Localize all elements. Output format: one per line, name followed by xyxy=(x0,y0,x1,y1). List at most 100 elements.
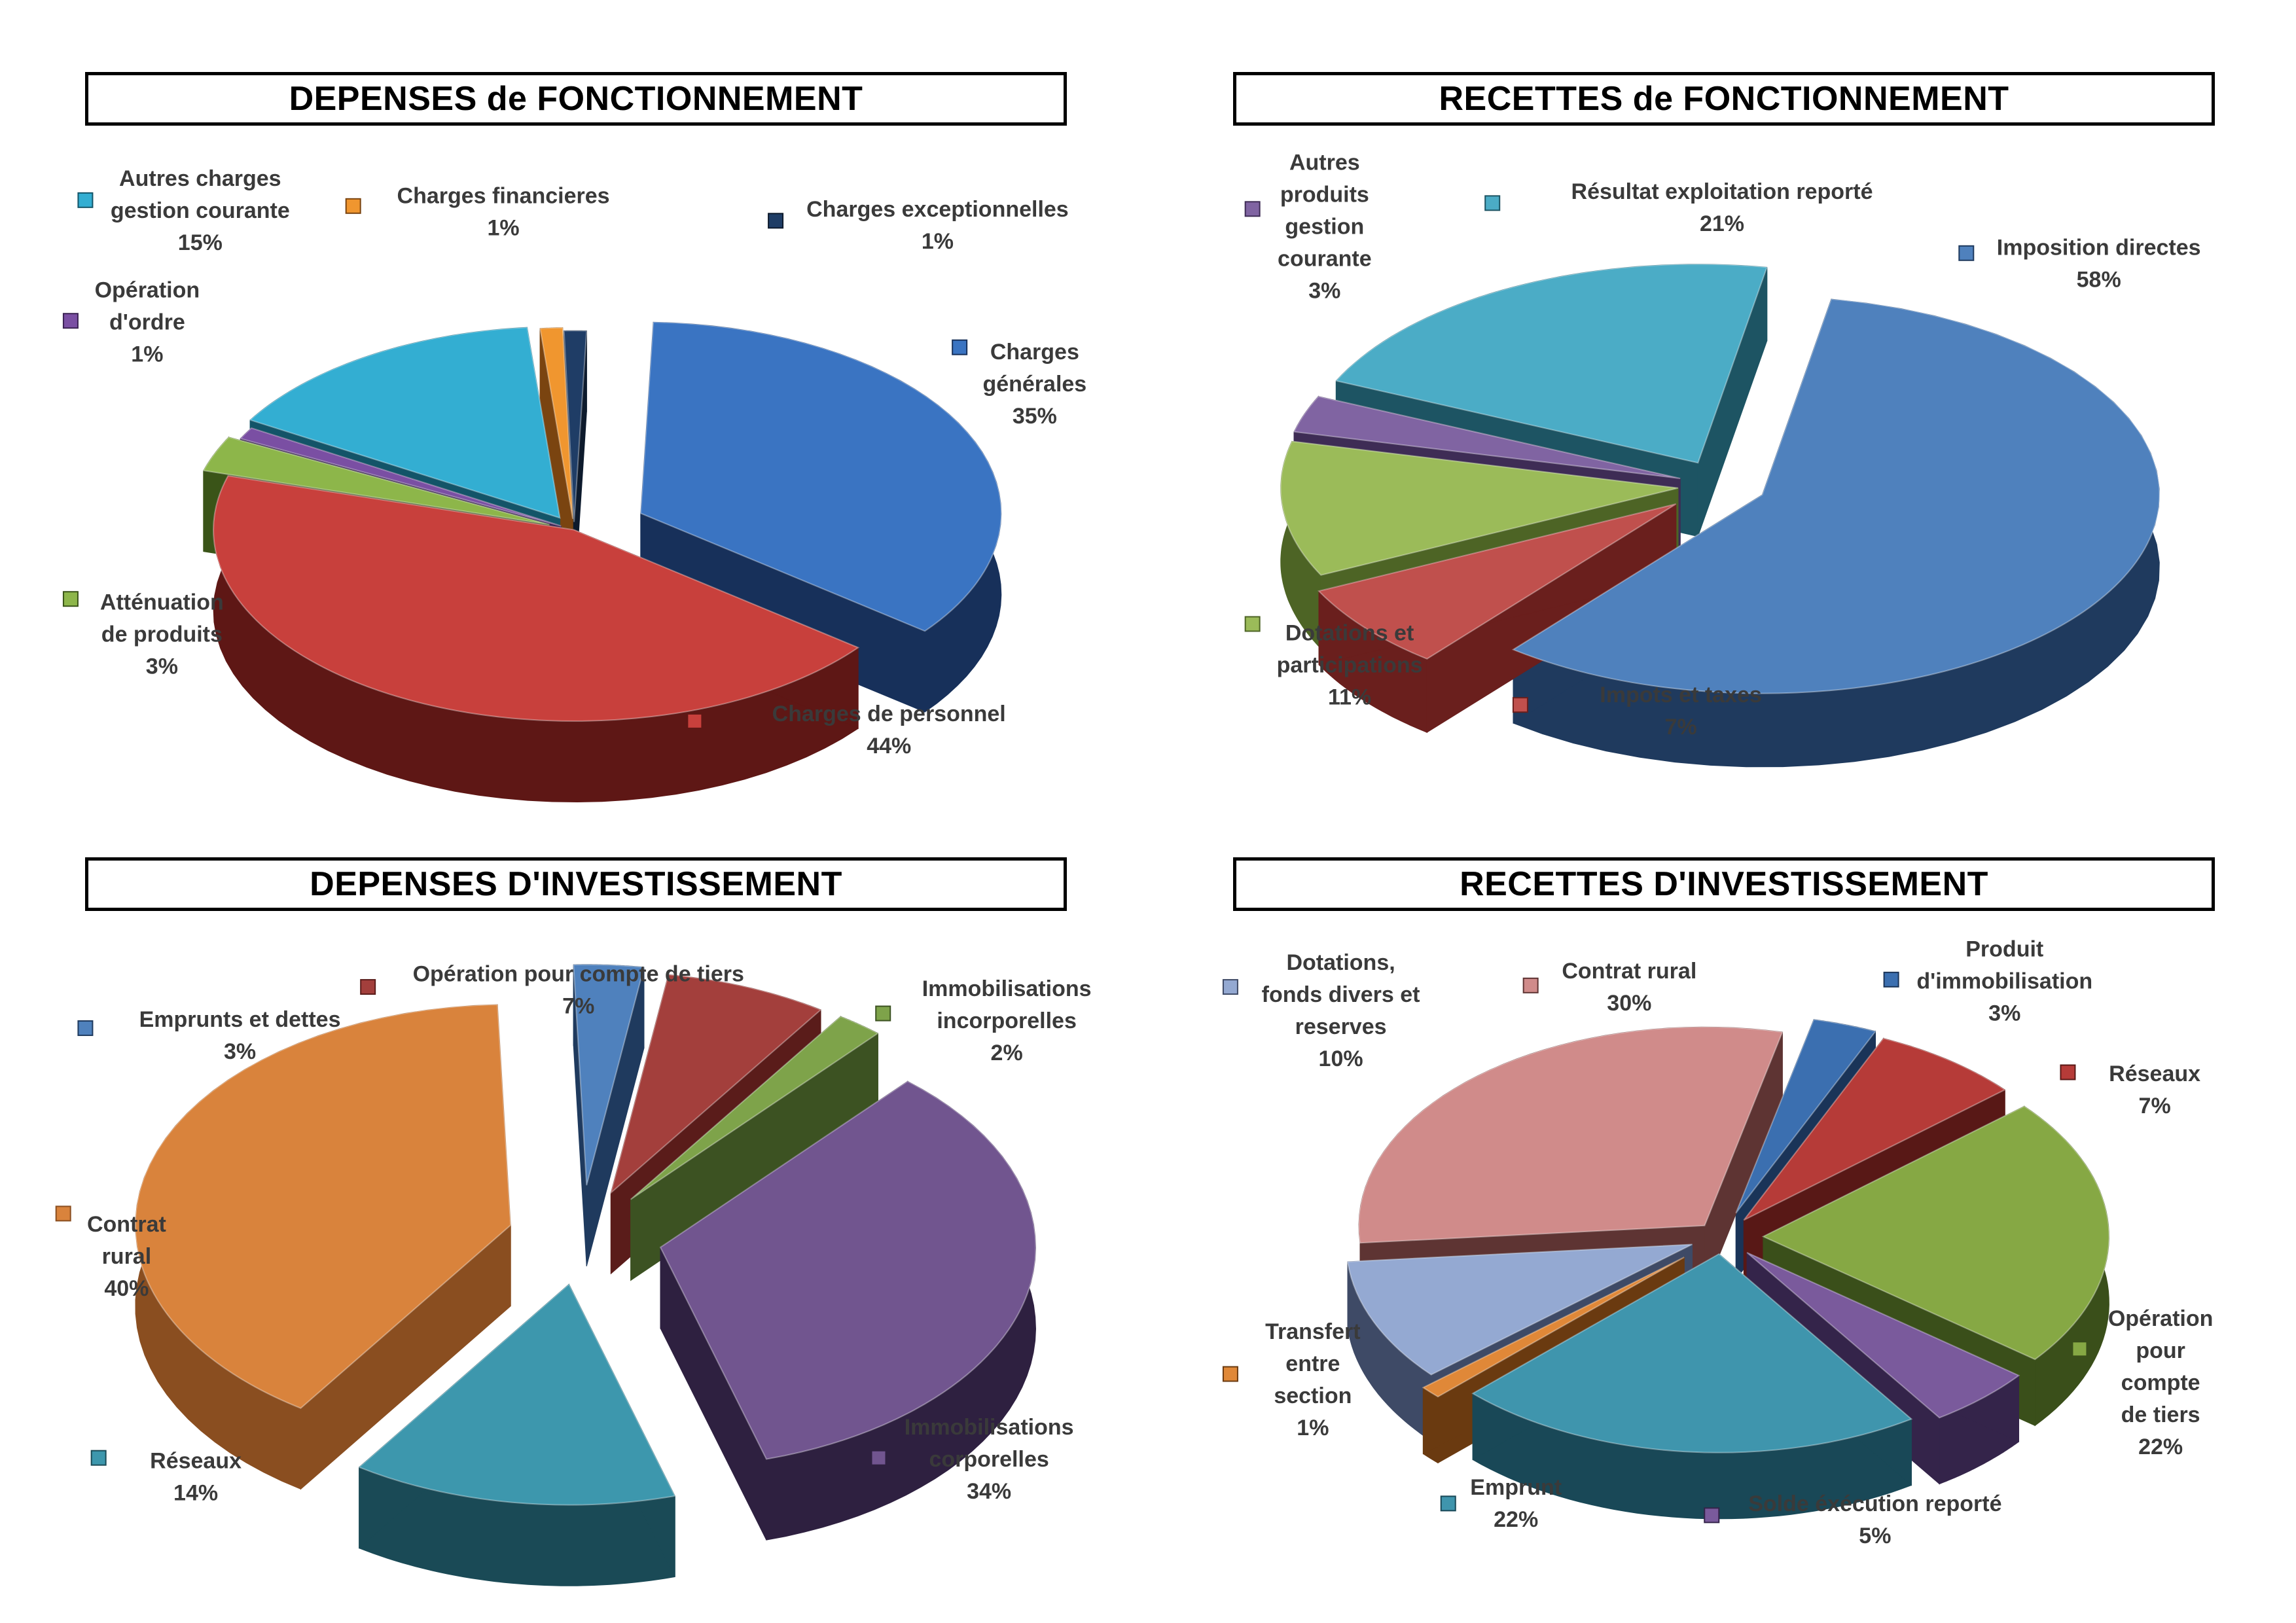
slice-category-label: corporelles xyxy=(929,1447,1049,1472)
slice-category-label: Réseaux xyxy=(2109,1061,2200,1086)
slice-category-label: incorporelles xyxy=(937,1008,1077,1033)
slice-category-label: générales xyxy=(982,372,1086,397)
slice-percent-label: 40% xyxy=(104,1276,149,1301)
slice-category-label: entre xyxy=(1285,1351,1340,1376)
slice-category-label: Charges de personnel xyxy=(772,702,1006,726)
legend-marker xyxy=(1522,977,1539,993)
slice-percent-label: 7% xyxy=(2139,1094,2171,1118)
slice-percent-label: 22% xyxy=(1494,1507,1538,1532)
pie-slice xyxy=(1735,1018,1877,1214)
slice-percent-label: 15% xyxy=(178,230,223,255)
slice-percent-label: 34% xyxy=(967,1479,1011,1504)
slice-percent-label: 30% xyxy=(1607,991,1651,1016)
pie-slice xyxy=(1746,1252,2020,1419)
pie-top-layer xyxy=(202,321,1002,722)
pie-top-layer xyxy=(134,963,1037,1506)
pie-top-layer xyxy=(1280,263,2161,694)
chart-title: DEPENSES de FONCTIONNEMENT xyxy=(289,80,863,118)
slice-category-label: courante xyxy=(1278,247,1372,272)
slice-category-label: Impots et taxes xyxy=(1600,683,1762,707)
legend-marker xyxy=(2072,1341,2088,1357)
legend-marker xyxy=(62,313,79,329)
legend-marker xyxy=(345,198,361,214)
pie-slice xyxy=(1511,298,2161,694)
slice-percent-label: 3% xyxy=(224,1039,256,1064)
chart-title-box: RECETTES D'INVESTISSEMENT xyxy=(1233,857,2215,911)
legend-marker xyxy=(90,1450,107,1466)
legend-marker xyxy=(2060,1064,2076,1080)
legend-marker xyxy=(1704,1507,1720,1524)
slice-category-label: Transfert xyxy=(1265,1319,1361,1344)
chart-panel-depenses-investissement: DEPENSES D'INVESTISSEMENT Emprunts et de… xyxy=(0,785,1148,1597)
legend-marker xyxy=(952,339,968,355)
chart-title: RECETTES D'INVESTISSEMENT xyxy=(1460,865,1988,903)
slice-percent-label: 1% xyxy=(131,342,163,367)
legend-marker xyxy=(1244,201,1261,217)
slice-category-label: pour xyxy=(2136,1338,2185,1363)
slice-category-label: compte xyxy=(2121,1370,2200,1395)
chart-title: RECETTES de FONCTIONNEMENT xyxy=(1439,80,2009,118)
slice-percent-label: 1% xyxy=(487,216,519,241)
pie-top-layer xyxy=(1346,1018,2110,1454)
slice-percent-label: 5% xyxy=(1859,1524,1891,1548)
pie-slice xyxy=(1761,1105,2110,1361)
slice-category-label: Opération xyxy=(2108,1306,2214,1331)
pie-slice xyxy=(357,1283,676,1506)
legend-marker xyxy=(1244,616,1261,632)
slice-category-label: fonds divers et xyxy=(1262,982,1420,1007)
slice-percent-label: 21% xyxy=(1700,211,1744,236)
slice-percent-label: 58% xyxy=(2077,267,2121,292)
slice-category-label: Contrat rural xyxy=(1562,959,1696,984)
pie-slice xyxy=(1358,1026,1784,1244)
slice-percent-label: 11% xyxy=(1328,685,1371,710)
legend-marker xyxy=(55,1205,71,1222)
slice-category-label: Autres charges xyxy=(119,166,281,191)
slice-percent-label: 3% xyxy=(1988,1001,2020,1026)
slice-category-label: Contrat xyxy=(87,1212,166,1237)
slice-category-label: Immobilisations xyxy=(905,1415,1074,1440)
legend-marker xyxy=(360,979,376,995)
pie-slice xyxy=(1471,1253,1913,1454)
pie-slice xyxy=(1743,1037,2007,1221)
slice-percent-label: 3% xyxy=(1308,279,1340,304)
slice-category-label: Autres xyxy=(1289,151,1360,175)
slice-percent-label: 2% xyxy=(991,1041,1023,1065)
pie-slice xyxy=(1335,263,1768,464)
pie-slice xyxy=(609,974,822,1195)
slice-percent-label: 7% xyxy=(1664,715,1696,740)
pie-slice xyxy=(630,1015,880,1200)
slice-category-label: de tiers xyxy=(2121,1402,2200,1427)
legend-marker xyxy=(1883,971,1899,988)
pie-slice xyxy=(1422,1257,1685,1398)
chart-title: DEPENSES D'INVESTISSEMENT xyxy=(310,865,842,903)
slice-category-label: de produits xyxy=(101,622,223,647)
slice-percent-label: 1% xyxy=(1297,1416,1329,1440)
slice-category-label: Charges financieres xyxy=(397,184,610,209)
pie-chart: Imposition directes 58% Impots et taxes 7% D… xyxy=(1244,151,2201,768)
slice-category-label: gestion xyxy=(1285,215,1364,240)
slice-category-label: Opération pour compte de tiers xyxy=(413,961,744,986)
pie-chart: Charges générales 35% Charges de personnel 4… xyxy=(62,166,1086,803)
slice-category-label: Solde éxécution reporté xyxy=(1748,1491,2001,1516)
slice-category-label: section xyxy=(1274,1383,1352,1408)
pie-slice xyxy=(563,330,588,522)
slice-category-label: Imposition directes xyxy=(1997,235,2201,260)
slice-category-label: Résultat exploitation reporté xyxy=(1571,179,1873,204)
slice-category-label: Dotations et xyxy=(1285,621,1414,646)
slice-category-label: Charges xyxy=(990,340,1079,365)
slice-category-label: Emprunts et dettes xyxy=(139,1007,341,1032)
slice-category-label: Réseaux xyxy=(150,1449,242,1474)
slice-percent-label: 35% xyxy=(1013,404,1057,429)
chart-title-box: DEPENSES D'INVESTISSEMENT xyxy=(85,857,1067,911)
pie-chart: Emprunts et dettes 3% Opération pour compt… xyxy=(55,961,1092,1586)
legend-marker xyxy=(77,192,94,208)
pie-label-layer: Emprunts et dettes 3% Opération pour compt… xyxy=(55,961,1092,1506)
pie-slice xyxy=(1318,503,1677,660)
legend-marker xyxy=(62,591,79,607)
chart-title-box: DEPENSES de FONCTIONNEMENT xyxy=(85,72,1067,126)
legend-marker xyxy=(77,1020,94,1037)
pie-slice xyxy=(639,321,1002,632)
slice-category-label: Atténuation xyxy=(100,590,224,615)
slice-category-label: Opération xyxy=(95,278,200,303)
legend-marker xyxy=(875,1005,891,1022)
